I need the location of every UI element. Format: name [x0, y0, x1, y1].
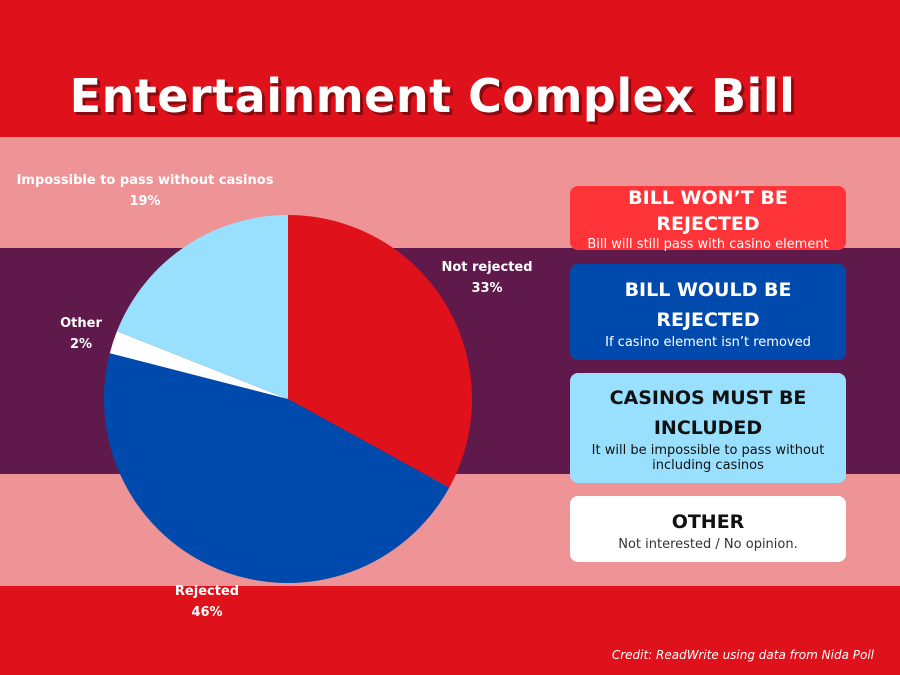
- slice-label-value: 46%: [191, 605, 223, 620]
- slice-label-name: Impossible to pass without casinos: [16, 173, 274, 188]
- legend-box-not-rejected: BILL WON’T BE REJECTED Bill will still p…: [570, 186, 846, 252]
- slice-label-not-rejected: Not rejected 33%: [432, 257, 542, 299]
- legend-box-other: OTHER Not interested / No opinion.: [570, 496, 846, 562]
- slice-label-value: 33%: [471, 281, 503, 296]
- legend-description: If casino element isn’t removed: [605, 334, 811, 350]
- slice-label-name: Other: [60, 316, 102, 331]
- legend-heading: BILL WON’T BE REJECTED: [628, 186, 788, 235]
- slice-label-name: Not rejected: [441, 260, 533, 275]
- legend-heading: CASINOS MUST BE INCLUDED: [609, 387, 807, 439]
- pie-slice-rejected: [103, 353, 450, 583]
- pie-slice-impossible-to-pass-without-casinos: [116, 215, 288, 399]
- slice-label-value: 2%: [69, 337, 93, 352]
- legend-box-rejected: BILL WOULD BE REJECTED If casino element…: [570, 264, 846, 360]
- pie-slice-other: [109, 331, 288, 399]
- legend-description: Not interested / No opinion.: [618, 536, 798, 552]
- chart-title: Entertainment Complex Bill: [69, 69, 796, 123]
- pie-slice-not-rejected: [288, 215, 472, 488]
- legend-box-casinos-included: CASINOS MUST BE INCLUDED It will be impo…: [570, 373, 846, 483]
- slice-label-rejected: Rejected 46%: [157, 581, 257, 623]
- slice-label-name: Rejected: [174, 584, 240, 599]
- legend-heading: BILL WOULD BE REJECTED: [624, 278, 792, 331]
- slice-label-impossible: Impossible to pass without casinos 19%: [10, 170, 280, 212]
- legend-description: It will be impossible to pass without in…: [591, 443, 825, 473]
- legend-heading: OTHER: [671, 510, 745, 533]
- legend-description: Bill will still pass with casino element: [587, 236, 829, 252]
- slice-label-other: Other 2%: [46, 313, 116, 355]
- slice-label-value: 19%: [129, 194, 161, 209]
- credit-text: Credit: ReadWrite using data from Nida P…: [611, 648, 874, 662]
- pie-slices: [103, 215, 472, 583]
